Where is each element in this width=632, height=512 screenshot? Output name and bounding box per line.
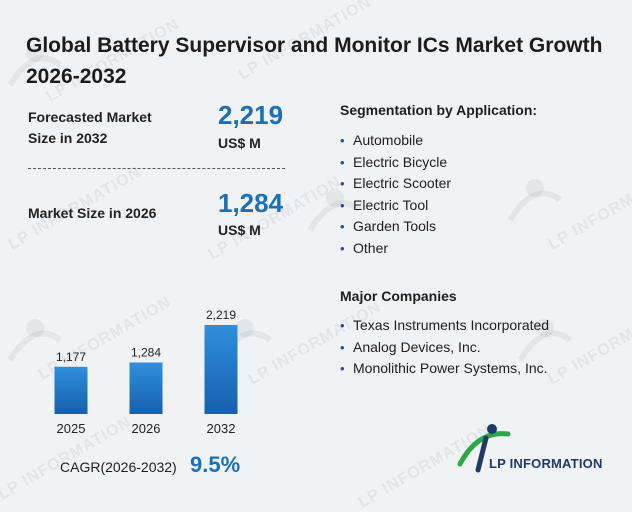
list-item: • Texas Instruments Incorporated — [340, 315, 549, 337]
companies-list: • Texas Instruments Incorporated • Analog … — [340, 315, 549, 380]
market-bar-chart: 1,177 2025 1,284 2026 2,219 2032 — [54, 308, 238, 436]
list-item: • Electric Scooter — [340, 173, 451, 195]
bar-value-label: 1,177 — [56, 350, 86, 364]
list-item: • Garden Tools — [340, 216, 451, 238]
companies-title: Major Companies — [340, 288, 457, 304]
list-item: • Other — [340, 238, 451, 260]
bullet-icon: • — [340, 361, 345, 377]
bar-2026 — [129, 362, 163, 414]
kpi-forecast-value: 2,219 — [218, 100, 284, 130]
x-tick-label: 2026 — [132, 421, 161, 436]
page-title: Global Battery Supervisor and Monitor IC… — [26, 34, 603, 88]
segmentation-title: Segmentation by Application: — [340, 102, 538, 118]
kpi-divider — [28, 168, 285, 169]
logo-text: LP INFORMATION — [489, 456, 603, 471]
x-tick-label: 2032 — [207, 421, 236, 436]
kpi-current-value: 1,284 — [218, 188, 284, 218]
bullet-icon: • — [340, 154, 345, 170]
bullet-icon: • — [340, 133, 345, 148]
kpi-forecast-label-line2: Size in 2032 — [28, 130, 108, 146]
bar-2032 — [204, 325, 238, 414]
list-item: • Electric Bicycle — [340, 152, 451, 174]
bullet-icon: • — [340, 339, 345, 355]
bullet-icon: • — [340, 240, 345, 256]
cagr-label: CAGR(2026-2032) — [60, 459, 177, 475]
list-item: • Monolithic Power Systems, Inc. — [340, 358, 549, 380]
bar-value-label: 2,219 — [206, 308, 236, 322]
segmentation-list: • Automobile • Electric Bicycle • Electric … — [340, 130, 451, 260]
bullet-icon: • — [340, 176, 345, 192]
kpi-forecast-label-line1: Forecasted Market — [28, 109, 152, 125]
kpi-current-unit: US$ M — [218, 222, 261, 238]
bar-value-label: 1,284 — [131, 346, 161, 360]
bar-2025 — [54, 366, 88, 414]
list-item: • Electric Tool — [340, 195, 451, 217]
kpi-forecast-unit: US$ M — [218, 135, 261, 151]
kpi-current-label: Market Size in 2026 — [28, 205, 157, 221]
cagr-value: 9.5% — [190, 452, 241, 477]
x-tick-label: 2025 — [57, 421, 86, 436]
bullet-icon: • — [340, 197, 345, 213]
list-item: • Automobile — [340, 130, 451, 152]
bullet-icon: • — [340, 219, 345, 235]
bullet-icon: • — [340, 318, 345, 333]
list-item: • Analog Devices, Inc. — [340, 337, 549, 359]
